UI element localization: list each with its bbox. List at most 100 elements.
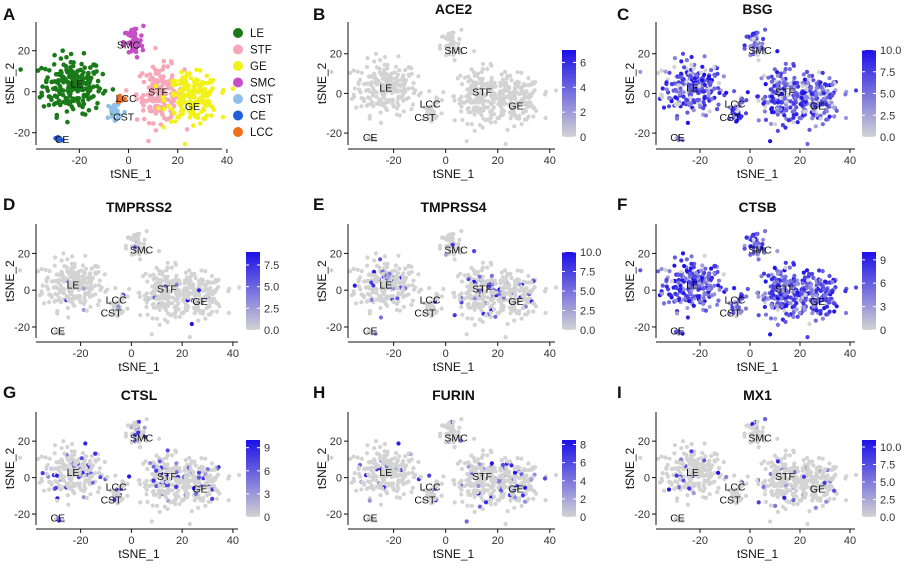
- cell-point: [392, 70, 397, 75]
- cell-point: [800, 83, 805, 88]
- cell-point: [57, 89, 62, 95]
- cell-point: [677, 91, 682, 96]
- cell-point: [695, 97, 700, 102]
- cluster-label: GE: [810, 296, 825, 308]
- cell-point: [761, 97, 766, 102]
- cell-point: [663, 69, 668, 74]
- cell-point: [355, 267, 360, 272]
- cell-point: [68, 271, 73, 276]
- cell-point: [751, 36, 756, 41]
- cell-point: [378, 58, 383, 63]
- cell-point: [799, 95, 804, 100]
- y-tick-label: 20: [18, 46, 30, 58]
- cell-point: [70, 63, 76, 69]
- cell-point: [351, 68, 356, 73]
- panel-label: C: [617, 5, 629, 24]
- cell-point: [680, 51, 686, 56]
- cell-point: [371, 75, 376, 80]
- cell-point: [122, 109, 127, 115]
- cell-point: [125, 493, 130, 498]
- cell-point: [522, 117, 528, 122]
- cell-point: [160, 94, 166, 100]
- cell-point: [472, 249, 477, 254]
- cell-point: [755, 231, 760, 236]
- cell-point: [151, 277, 156, 282]
- cell-point: [678, 273, 684, 278]
- cell-point: [147, 296, 152, 301]
- cell-point: [802, 305, 807, 310]
- cell-point: [170, 106, 175, 112]
- cell-point: [183, 270, 189, 275]
- cell-point: [481, 303, 486, 308]
- cell-point: [109, 114, 115, 120]
- panel-title: BSG: [742, 1, 772, 17]
- cell-point: [512, 124, 517, 129]
- cell-point: [699, 276, 705, 281]
- cell-point: [189, 321, 194, 327]
- cell-point: [214, 309, 219, 314]
- cell-point: [820, 269, 825, 274]
- cell-point: [142, 116, 147, 122]
- cell-point: [677, 288, 682, 293]
- cell-point: [67, 486, 72, 491]
- cell-point: [80, 87, 85, 93]
- cell-point: [817, 268, 822, 273]
- cell-point: [176, 307, 181, 312]
- cell-point: [507, 91, 512, 96]
- cell-point: [40, 471, 45, 476]
- cell-point: [533, 108, 539, 113]
- cell-point: [759, 76, 764, 81]
- cell-point: [347, 70, 353, 76]
- cell-point: [472, 128, 477, 133]
- cell-point: [512, 85, 518, 90]
- cell-point: [480, 265, 485, 270]
- cell-point: [43, 455, 48, 460]
- cell-point: [805, 141, 810, 147]
- cell-point: [144, 229, 149, 234]
- cell-point: [787, 67, 793, 72]
- cell-point: [168, 500, 173, 505]
- cell-point: [194, 67, 199, 73]
- cell-point: [701, 89, 706, 94]
- cell-point: [66, 101, 71, 107]
- cell-point: [391, 103, 396, 108]
- cell-point: [526, 114, 531, 119]
- x-tick-label: 0: [443, 348, 449, 360]
- cell-point: [61, 439, 66, 444]
- cell-point: [821, 91, 826, 96]
- cell-point: [52, 263, 57, 268]
- cell-point: [440, 34, 445, 39]
- cell-point: [54, 115, 59, 120]
- cell-point: [158, 74, 163, 79]
- x-tick-label: 20: [492, 155, 504, 167]
- cell-point: [89, 454, 94, 459]
- cell-point: [124, 88, 129, 93]
- cell-point: [169, 99, 175, 105]
- cell-point: [168, 313, 173, 318]
- cell-point: [53, 291, 58, 296]
- cell-point: [161, 296, 166, 301]
- cell-point: [717, 287, 722, 292]
- cell-point: [157, 459, 162, 464]
- cell-point: [509, 109, 514, 114]
- cell-point: [360, 96, 365, 101]
- cell-point: [745, 90, 750, 95]
- cluster-label: CST: [414, 307, 436, 319]
- cell-point: [396, 292, 401, 297]
- cell-point: [153, 45, 158, 51]
- cell-point: [427, 89, 432, 94]
- cell-point: [212, 477, 217, 482]
- cell-point: [451, 49, 456, 54]
- cell-point: [43, 267, 48, 272]
- cell-point: [409, 269, 414, 275]
- cluster-label: GE: [810, 100, 825, 112]
- cell-point: [142, 237, 147, 242]
- cell-point: [509, 78, 514, 83]
- cell-point: [701, 106, 706, 111]
- cell-point: [447, 237, 452, 242]
- legend-swatch: [233, 61, 243, 71]
- cell-point: [477, 274, 482, 279]
- cell-point: [186, 471, 191, 476]
- cell-point: [778, 302, 783, 308]
- cell-point: [775, 307, 780, 312]
